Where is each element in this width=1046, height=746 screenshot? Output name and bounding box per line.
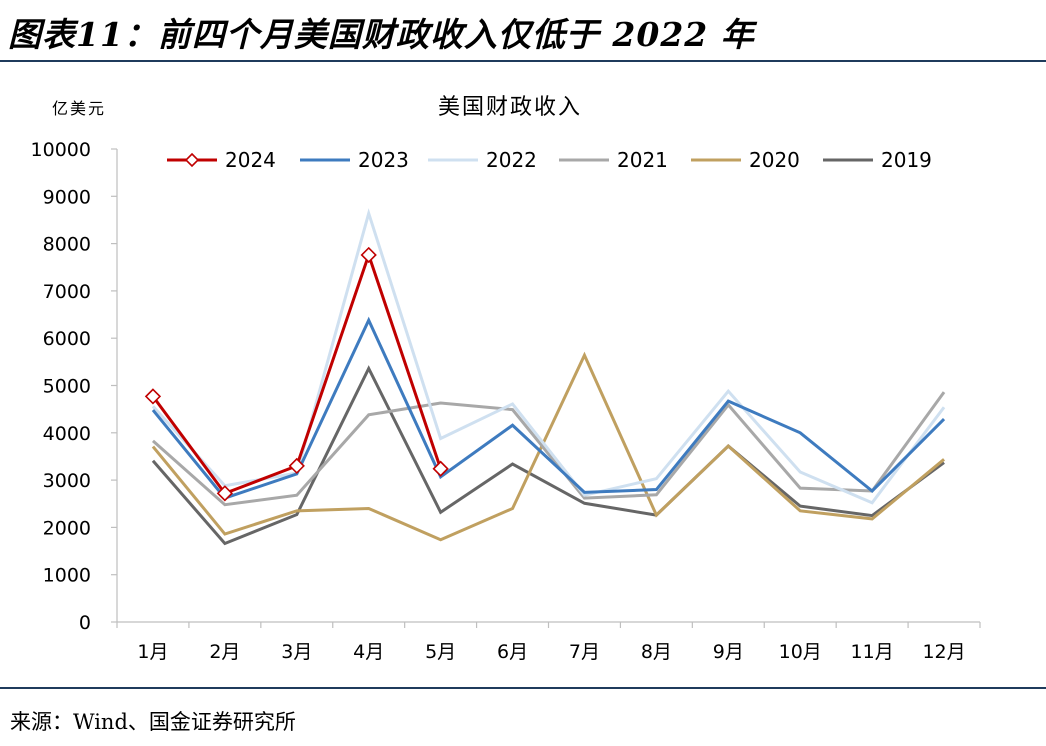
series-line-2021	[151, 391, 946, 507]
y-tick-label: 6000	[43, 328, 91, 350]
y-tick-label: 3000	[43, 470, 91, 492]
series-line-2020	[151, 351, 945, 542]
data-point-2024	[288, 457, 305, 475]
figure-title: 图表11：前四个月美国财政收入仅低于 2022 年	[8, 15, 755, 54]
series-line-2019	[151, 365, 945, 546]
legend-label-2019: 2019	[881, 148, 932, 172]
y-axis-unit-label: 亿美元	[52, 99, 106, 118]
y-tick-label: 10000	[31, 139, 91, 161]
axes: 0 1000 2000 3000 4000 5000 6000 7000 8000 9000 100…	[31, 139, 981, 663]
x-tick-label: 6月	[497, 641, 528, 663]
x-tick-label: 5月	[425, 641, 456, 663]
x-tick-label: 12月	[922, 641, 965, 663]
x-tick-label: 10月	[779, 641, 822, 663]
x-tick-label: 2月	[209, 641, 240, 663]
x-tick-label: 7月	[569, 641, 600, 663]
y-tick-label: 8000	[43, 234, 91, 256]
legend-label-2020: 2020	[749, 148, 800, 172]
top-divider	[0, 60, 1046, 62]
x-tick-label: 3月	[281, 641, 312, 663]
y-tick-label: 0	[79, 612, 91, 634]
source-note: 来源：Wind、国金证券研究所	[10, 710, 296, 734]
series-line-2022	[151, 208, 946, 505]
legend-label-2024: 2024	[225, 148, 276, 172]
data-point-2024	[216, 485, 234, 502]
y-tick-label: 9000	[43, 186, 91, 208]
data-point-2024	[144, 388, 162, 405]
line-chart: 美国财政收入 亿美元 0 1000 2000 3000 4000 5000 6000 7000…	[31, 95, 981, 663]
x-tick-label: 4月	[353, 641, 384, 663]
x-tick-label: 9月	[713, 641, 744, 663]
y-tick-label: 2000	[43, 517, 91, 539]
y-tick-label: 7000	[43, 281, 91, 303]
y-tick-label: 5000	[43, 376, 91, 398]
legend-marker-2024	[184, 152, 200, 168]
data-point-2024	[432, 460, 449, 477]
y-tick-label: 1000	[43, 565, 91, 587]
bottom-divider	[0, 687, 1046, 689]
series-layer	[144, 208, 946, 546]
x-tick-label: 11月	[851, 641, 894, 663]
legend-label-2023: 2023	[358, 148, 409, 172]
legend-label-2021: 2021	[617, 148, 668, 172]
y-tick-label: 4000	[43, 423, 91, 445]
chart-title: 美国财政收入	[438, 95, 582, 120]
x-tick-label: 1月	[137, 641, 168, 663]
data-point-2024	[360, 246, 377, 264]
legend: 2024 2023 2022 2021 2020 2019	[167, 148, 932, 172]
series-line-2024	[151, 250, 443, 496]
series-line-2023	[151, 316, 946, 500]
x-tick-label: 8月	[641, 641, 672, 663]
legend-label-2022: 2022	[486, 148, 537, 172]
